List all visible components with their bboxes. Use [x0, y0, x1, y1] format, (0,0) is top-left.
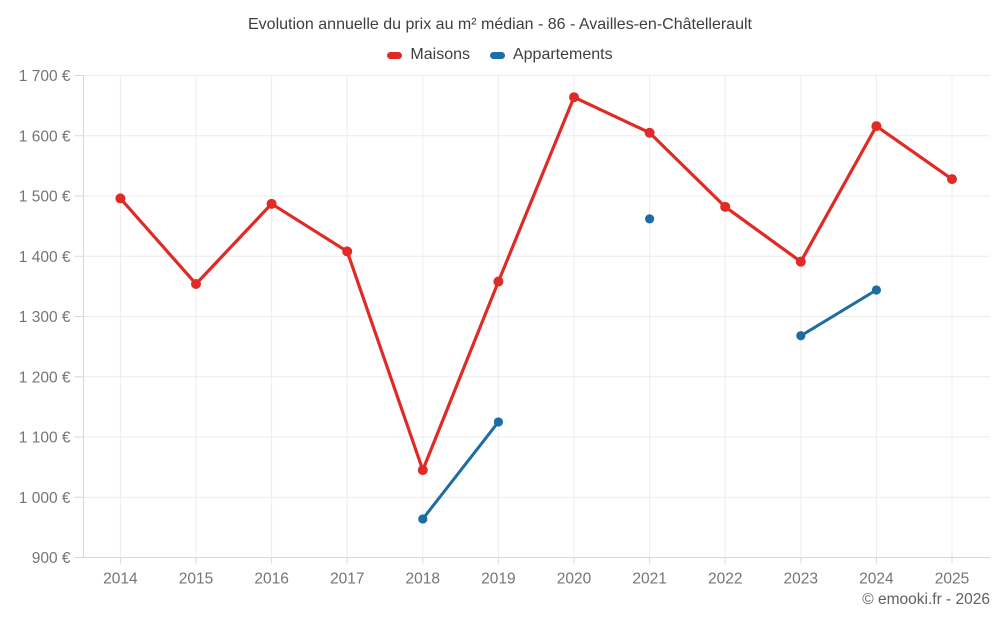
x-tick-label: 2022: [708, 571, 742, 588]
appartements-data-point: [418, 514, 428, 524]
x-tick-label: 2019: [481, 571, 515, 588]
maisons-data-point: [115, 193, 126, 204]
y-tick-label: 1 300 €: [19, 309, 71, 326]
x-tick-label: 2016: [254, 571, 288, 588]
legend-label-appartements: Appartements: [512, 46, 613, 63]
appartements-series-line: [421, 288, 878, 521]
x-tick-label: 2020: [557, 571, 592, 588]
maisons-series-swatch-icon: [387, 52, 403, 59]
y-tick-label: 1 000 €: [19, 490, 71, 507]
legend: Maisons Appartements: [0, 46, 1000, 64]
x-tick-label: 2024: [859, 571, 894, 588]
attribution: © emooki.fr - 2026: [862, 591, 990, 608]
y-tick-label: 1 700 €: [19, 68, 71, 85]
x-tick-label: 2017: [330, 571, 364, 588]
appartements-series-swatch-icon: [489, 52, 505, 59]
y-tick-label: 1 600 €: [19, 128, 71, 145]
maisons-data-point: [795, 256, 806, 267]
x-tick-label: 2021: [632, 571, 666, 588]
maisons-data-point: [266, 198, 277, 209]
appartements-data-point: [796, 331, 806, 341]
legend-label-maisons: Maisons: [410, 46, 470, 63]
maisons-data-point: [871, 121, 882, 132]
x-tick-label: 2015: [179, 571, 213, 588]
y-tick-label: 1 200 €: [19, 369, 71, 386]
maisons-data-point: [720, 201, 731, 212]
appartements-data-point: [645, 214, 655, 224]
x-tick-label: 2025: [935, 571, 969, 588]
y-tick-label: 900 €: [32, 550, 71, 567]
legend-item-maisons[interactable]: Maisons: [387, 46, 470, 64]
y-tick-label: 1 500 €: [19, 189, 71, 206]
appartements-data-point: [493, 417, 503, 427]
chart-title: Evolution annuelle du prix au m² médian …: [248, 16, 752, 33]
maisons-data-point: [947, 174, 957, 185]
x-tick-label: 2023: [784, 571, 818, 588]
maisons-data-point: [493, 276, 504, 287]
appartements-data-point: [871, 285, 882, 295]
maisons-data-point: [191, 278, 201, 289]
y-tick-label: 1 100 €: [19, 430, 71, 447]
x-tick-label: 2018: [406, 571, 440, 588]
maisons-data-point: [417, 465, 428, 476]
maisons-data-point: [644, 127, 655, 138]
x-tick-label: 2014: [103, 571, 138, 588]
maisons-data-point: [569, 92, 579, 103]
y-tick-label: 1 400 €: [19, 249, 71, 266]
legend-item-appartements[interactable]: Appartements: [489, 46, 613, 64]
maisons-series-line: [118, 95, 954, 472]
maisons-data-point: [342, 246, 353, 257]
